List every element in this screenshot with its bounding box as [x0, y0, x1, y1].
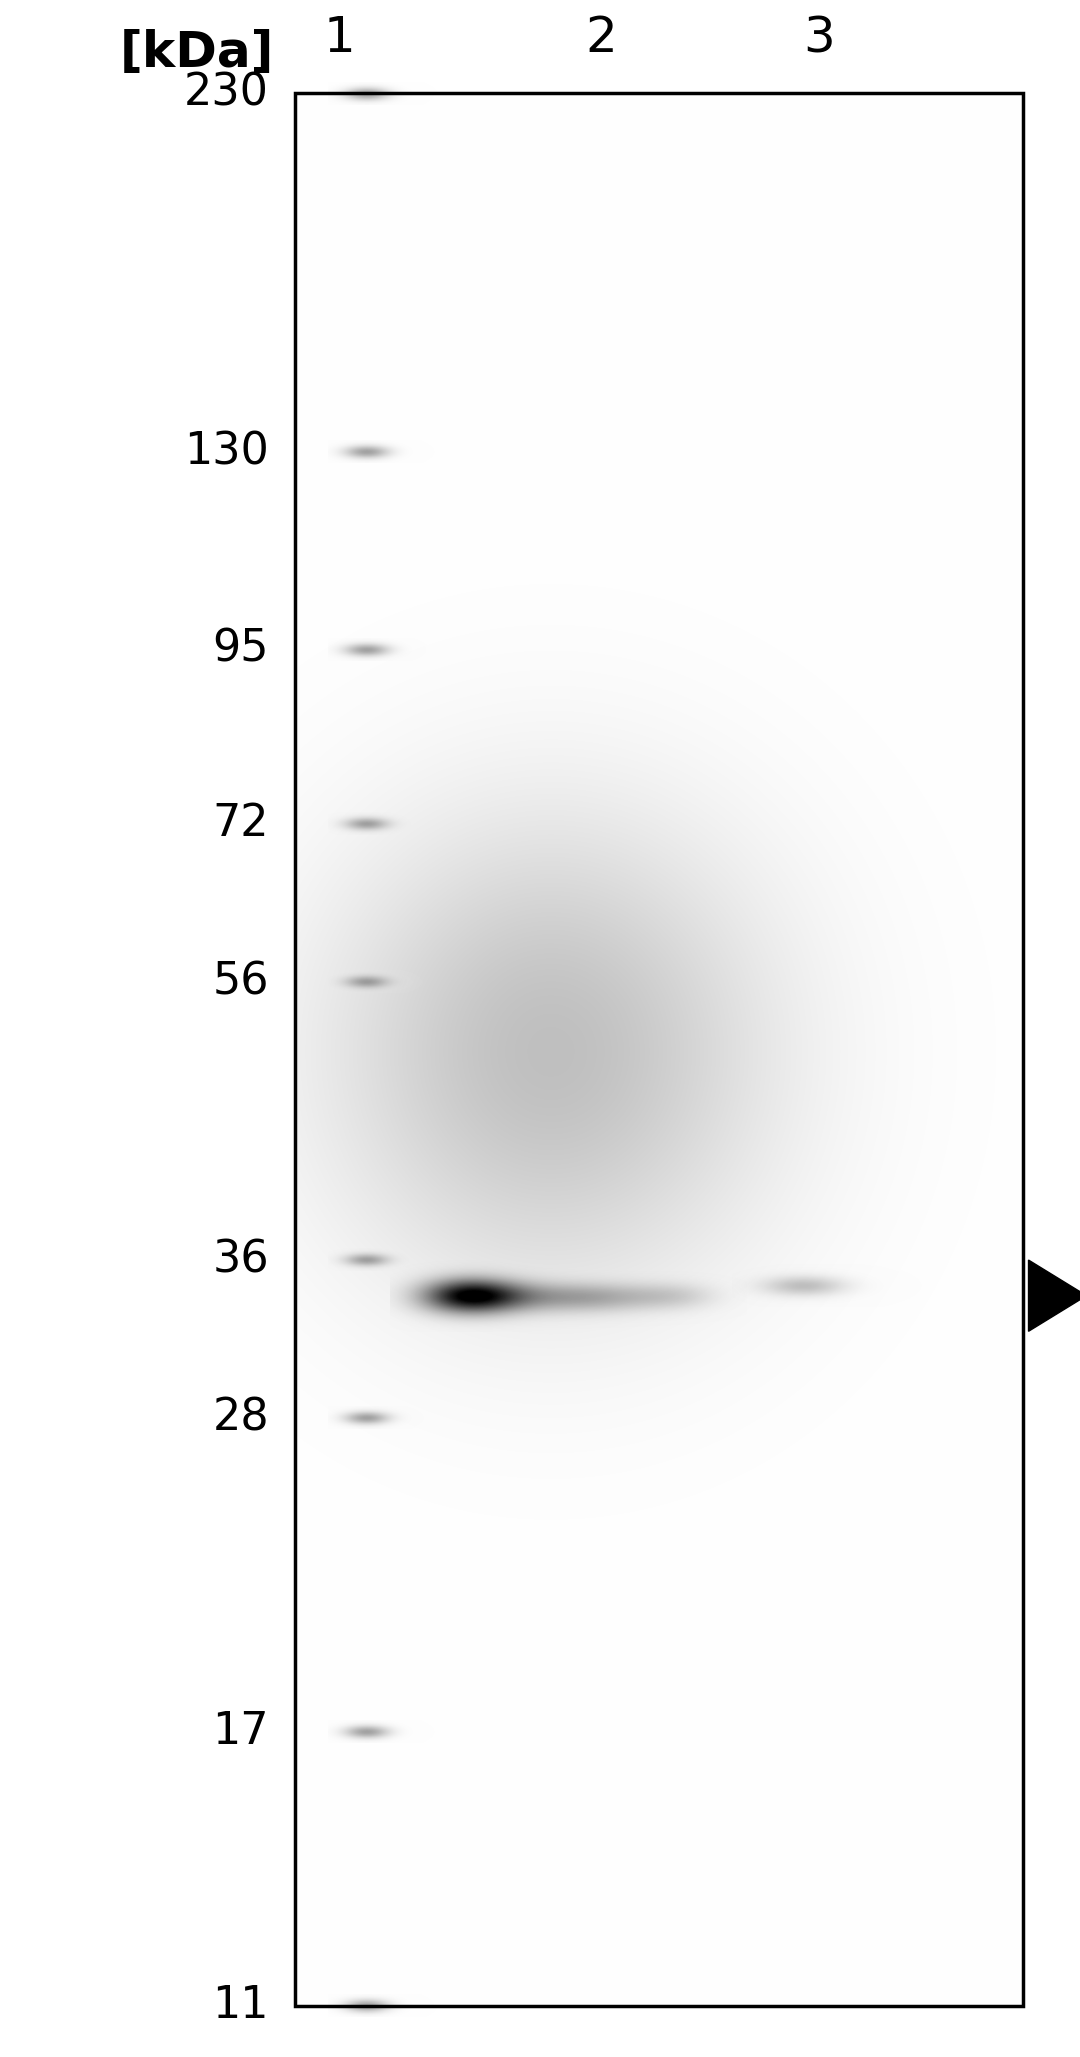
Bar	[295, 93, 1023, 2006]
Text: 2: 2	[585, 14, 617, 62]
Text: 11: 11	[213, 1985, 269, 2026]
Text: 72: 72	[213, 802, 269, 845]
Bar	[295, 93, 1023, 2006]
Text: 1: 1	[323, 14, 355, 62]
Text: 130: 130	[184, 430, 269, 473]
Text: 230: 230	[184, 72, 269, 115]
Text: 28: 28	[213, 1397, 269, 1440]
Text: 95: 95	[213, 627, 269, 671]
Text: 17: 17	[213, 1709, 269, 1753]
Text: 36: 36	[213, 1238, 269, 1282]
Polygon shape	[1028, 1261, 1080, 1331]
Text: [kDa]: [kDa]	[120, 29, 274, 76]
Text: 56: 56	[213, 961, 269, 1004]
Text: 3: 3	[804, 14, 835, 62]
